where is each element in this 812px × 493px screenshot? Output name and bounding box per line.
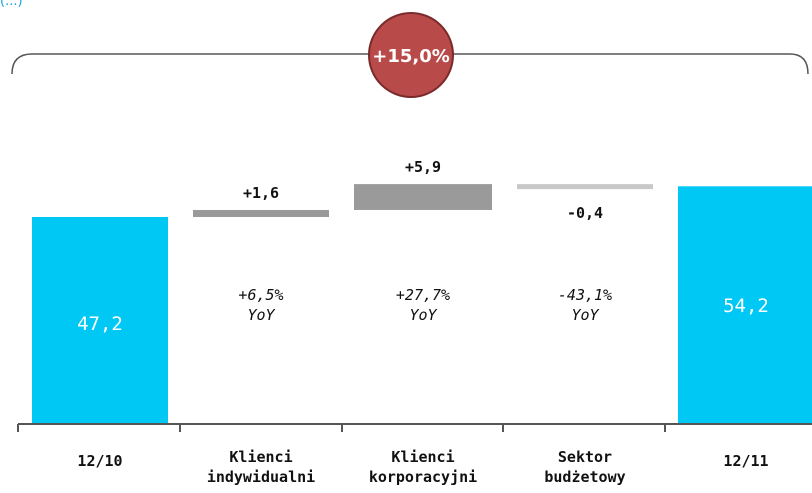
value-labels: 47,2 +1,6 +6,5% YoY +5,9 +27,7% YoY -0,4 -43,1% Y… [77, 158, 769, 335]
yoy-label: +6,5% YoY [238, 286, 283, 324]
yoy-label: -43,1% YoY [558, 286, 612, 324]
yoy-label: +27,7% YoY [396, 286, 450, 324]
category-label: 12/10 [77, 452, 122, 470]
delta-bar [354, 184, 492, 210]
value-label: +5,9 [405, 158, 441, 176]
category-label: Sektor budżetowy [544, 448, 625, 486]
badge-label: +15,0% [372, 46, 450, 67]
delta-bar [193, 209, 329, 217]
total-bar [32, 217, 168, 424]
value-label: -0,4 [567, 204, 603, 222]
bars [32, 184, 812, 424]
total-bar [678, 186, 812, 424]
total-change-badge: +15,0% [368, 12, 454, 98]
category-label: Klienci korporacyjni [369, 448, 477, 486]
value-label: 47,2 [77, 313, 123, 335]
category-label: Klienci indywidualni [207, 448, 315, 486]
category-label: 12/11 [723, 452, 768, 470]
badge-circle [368, 12, 454, 98]
x-axis: 12/10 Klienci indywidualni Klienci korporacy… [17, 423, 812, 486]
delta-bar [517, 184, 653, 190]
value-label: 54,2 [723, 295, 769, 317]
cropped-header-fragment: (...) [0, 0, 23, 9]
value-label: +1,6 [243, 184, 279, 202]
